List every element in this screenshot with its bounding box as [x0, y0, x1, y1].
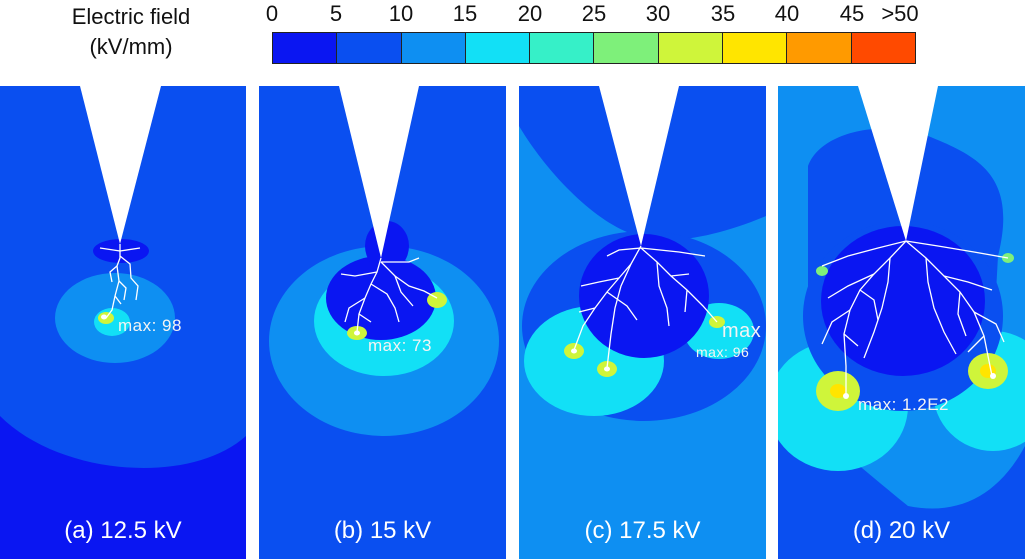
- field-map-c: [519, 86, 766, 559]
- tick-label: 0: [265, 1, 279, 26]
- colorbar-swatch: [594, 33, 659, 63]
- tick-label: 40: [774, 1, 800, 26]
- colorbar-title-line-2: (kV/mm): [89, 34, 173, 59]
- max-field-label: max: 73: [368, 336, 432, 355]
- max-field-label: max: 98: [118, 316, 182, 335]
- panel-caption: (b) 15 kV: [333, 517, 432, 544]
- panel-b: max: 73 (b) 15 kV: [259, 86, 506, 559]
- tick-label: 5: [329, 1, 343, 26]
- colorbar-swatch: [273, 33, 338, 63]
- colorbar-title-line-1: Electric field: [71, 4, 191, 29]
- tick-label: 20: [517, 1, 543, 26]
- field-map-a: [0, 86, 246, 559]
- panel-d: max: 1.2E2 (d) 20 kV: [778, 86, 1025, 559]
- colorbar-title: Electric field (kV/mm): [0, 2, 262, 62]
- tick-label: 15: [452, 1, 478, 26]
- panel-a: max: 98 (a) 12.5 kV: [0, 86, 246, 559]
- panel-caption: (d) 20 kV: [852, 517, 951, 544]
- panel-c: max max: 96 (c) 17.5 kV: [519, 86, 766, 559]
- panel-caption: (a) 12.5 kV: [64, 517, 182, 544]
- tick-label: 10: [388, 1, 414, 26]
- max-field-label: max: 96: [696, 344, 750, 360]
- tick-label: >50: [881, 1, 919, 26]
- field-map-d: [778, 86, 1025, 559]
- colorbar-tick-labels: 0 5 10 15 20 25 30 35 40 45 >50: [0, 0, 1025, 30]
- colorbar-swatch: [787, 33, 852, 63]
- colorbar-swatch: [851, 33, 915, 63]
- colorbar-swatch: [465, 33, 531, 63]
- tick-label: 35: [710, 1, 736, 26]
- colorbar-swatch: [530, 33, 595, 63]
- panel-caption: (c) 17.5 kV: [584, 517, 701, 544]
- field-map-b: [259, 86, 506, 559]
- max-field-label: max: [722, 320, 762, 342]
- max-field-label: max: 1.2E2: [858, 395, 949, 414]
- colorbar-swatch: [401, 33, 466, 63]
- colorbar-swatch: [337, 33, 402, 63]
- tick-label: 30: [645, 1, 671, 26]
- tick-label: 45: [839, 1, 865, 26]
- colorbar-swatch: [658, 33, 724, 63]
- colorbar-swatch: [723, 33, 788, 63]
- colorbar: [272, 32, 916, 64]
- tick-label: 25: [581, 1, 607, 26]
